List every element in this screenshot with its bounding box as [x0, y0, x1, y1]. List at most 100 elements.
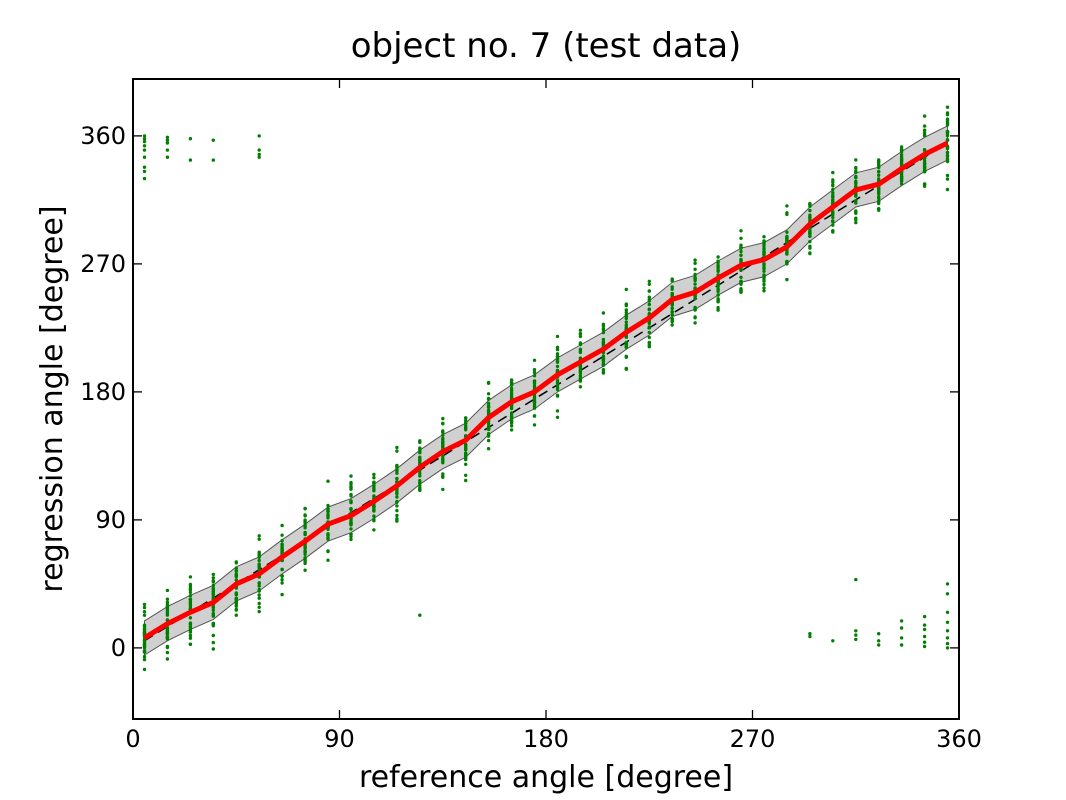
- scatter-point: [877, 632, 881, 636]
- scatter-point: [831, 187, 835, 192]
- scatter-point: [762, 262, 766, 266]
- scatter-point: [326, 549, 330, 553]
- scatter-point: [624, 287, 628, 292]
- scatter-point: [785, 204, 789, 208]
- scatter-point: [165, 645, 170, 650]
- scatter-point: [188, 622, 193, 627]
- scatter-point: [188, 575, 193, 579]
- scatter-point: [693, 275, 697, 280]
- scatter-point: [899, 182, 904, 186]
- scatter-point: [234, 596, 238, 601]
- scatter-point: [601, 330, 606, 335]
- scatter-point: [831, 215, 835, 220]
- scatter-point: [785, 252, 789, 256]
- scatter-point: [211, 614, 215, 618]
- scatter-point: [165, 608, 170, 612]
- scatter-point: [693, 261, 697, 265]
- scatter-point: [165, 135, 170, 139]
- scatter-point: [326, 479, 330, 483]
- scatter-point: [509, 424, 514, 428]
- scatter-point: [601, 342, 606, 346]
- scatter-point: [280, 581, 284, 585]
- scatter-point: [464, 448, 468, 452]
- scatter-point: [234, 560, 238, 564]
- scatter-point: [326, 558, 330, 562]
- scatter-point: [441, 433, 445, 437]
- scatter-point: [418, 440, 422, 445]
- scatter-point: [395, 476, 399, 481]
- scatter-point: [762, 275, 766, 279]
- scatter-point: [532, 382, 537, 386]
- scatter-point: [464, 445, 468, 449]
- scatter-point: [257, 550, 261, 554]
- scatter-point: [395, 492, 399, 496]
- y-tick-label: 360: [80, 122, 126, 150]
- scatter-point: [808, 239, 812, 244]
- scatter-point: [716, 268, 720, 273]
- scatter-point: [854, 629, 858, 633]
- scatter-point: [395, 504, 399, 508]
- scatter-point: [372, 517, 376, 522]
- scatter-point: [624, 308, 628, 312]
- scatter-point: [670, 279, 674, 283]
- scatter-point: [486, 427, 491, 431]
- scatter-point: [578, 334, 583, 339]
- scatter-point: [555, 381, 560, 385]
- scatter-point: [854, 158, 858, 162]
- scatter-point: [303, 550, 307, 554]
- scatter-point: [142, 627, 147, 631]
- scatter-point: [739, 249, 743, 254]
- scatter-point: [395, 499, 399, 504]
- scatter-point: [395, 464, 399, 468]
- scatter-point: [854, 220, 858, 225]
- scatter-point: [303, 568, 307, 572]
- scatter-point: [831, 212, 835, 216]
- scatter-point: [716, 297, 720, 301]
- scatter-point: [418, 455, 422, 459]
- scatter-point: [578, 332, 583, 336]
- scatter-point: [693, 272, 697, 277]
- scatter-point: [418, 474, 422, 478]
- scatter-point: [418, 613, 422, 617]
- scatter-point: [831, 184, 835, 188]
- scatter-point: [922, 614, 927, 619]
- scatter-point: [257, 596, 261, 600]
- scatter-point: [670, 287, 674, 291]
- scatter-point: [486, 381, 491, 385]
- scatter-point: [486, 422, 491, 426]
- scatter-point: [647, 282, 651, 286]
- scatter-point: [854, 174, 858, 179]
- scatter-point: [188, 584, 193, 589]
- scatter-point: [441, 437, 445, 441]
- scatter-point: [785, 260, 789, 264]
- scatter-point: [418, 459, 422, 464]
- scatter-point: [257, 605, 261, 609]
- scatter-point: [372, 480, 376, 484]
- scatter-point: [165, 155, 170, 159]
- scatter-point: [532, 358, 537, 362]
- scatter-point: [257, 148, 261, 152]
- scatter-point: [372, 489, 376, 493]
- scatter-point: [831, 229, 835, 233]
- scatter-point: [464, 473, 468, 477]
- scatter-point: [464, 418, 468, 423]
- scatter-point: [877, 201, 881, 206]
- scatter-point: [945, 123, 950, 127]
- scatter-point: [578, 369, 583, 373]
- scatter-point: [739, 253, 743, 257]
- scatter-point: [441, 456, 445, 461]
- scatter-point: [854, 633, 858, 637]
- scatter-point: [257, 155, 261, 159]
- scatter-point: [372, 528, 376, 532]
- chart-title: object no. 7 (test data): [351, 26, 742, 66]
- scatter-point: [486, 434, 491, 438]
- scatter-point: [418, 486, 422, 490]
- scatter-point: [188, 606, 193, 610]
- scatter-point: [899, 636, 904, 640]
- scatter-point: [739, 229, 743, 233]
- scatter-point: [899, 177, 904, 181]
- scatter-point: [945, 138, 950, 142]
- scatter-point: [739, 279, 743, 283]
- scatter-point: [142, 667, 147, 672]
- scatter-point: [601, 340, 606, 344]
